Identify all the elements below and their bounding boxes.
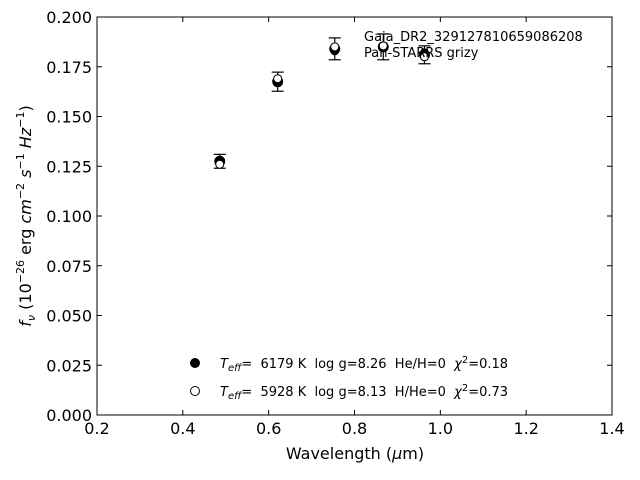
y-tick-label: 0.000 <box>46 406 92 425</box>
legend-2-symbol: T <box>220 385 229 400</box>
x-tick-label: 0.6 <box>256 419 281 438</box>
legend-marker-open <box>190 386 200 396</box>
legend-2-chi-value: =0.73 <box>468 385 508 400</box>
model-point-open <box>273 74 283 84</box>
legend-2-subscript: eff <box>228 391 243 402</box>
legend-1-text: = 6179 K log g=8.26 He/H=0 <box>241 357 454 372</box>
y-tick-label: 0.150 <box>46 108 92 127</box>
y-tick-label: 0.125 <box>46 157 92 176</box>
x-tick-label: 1.4 <box>599 419 624 438</box>
annotation-survey-name: Pan-STARRS grizy <box>364 46 479 61</box>
legend-2-chi: χ <box>453 385 463 400</box>
legend-1-chi-value: =0.18 <box>468 357 508 372</box>
legend-1-subscript: eff <box>228 363 243 374</box>
y-tick-label: 0.100 <box>46 207 92 226</box>
legend-1-symbol: T <box>220 357 229 372</box>
x-tick-label: 1.2 <box>513 419 538 438</box>
legend-2-text: = 5928 K log g=8.13 H/He=0 <box>241 385 454 400</box>
legend-1-chi: χ <box>453 357 463 372</box>
x-tick-label: 0.4 <box>170 419 195 438</box>
y-tick-label: 0.075 <box>46 257 92 276</box>
plot-frame <box>96 16 613 416</box>
y-axis-label: fν (10−26 erg cm−2 s−1 Hz−1) <box>14 105 38 326</box>
series-layer <box>215 41 429 169</box>
x-axis-label: Wavelength (μm) <box>286 444 424 463</box>
x-tick-label: 0.2 <box>84 419 109 438</box>
annotation-object-name: Gaia_DR2_329127810659086208 <box>364 30 583 45</box>
y-tick-label: 0.200 <box>46 8 92 27</box>
y-tick-label: 0.050 <box>46 307 92 326</box>
legend-2-chi-sup: 2 <box>462 383 468 394</box>
model-point-open <box>215 159 225 169</box>
y-tick-label: 0.175 <box>46 58 92 77</box>
legend-entry-2: Teff= 5928 K log g=8.13 H/He=0 χ2=0.73 <box>220 383 508 402</box>
legend-1-chi-sup: 2 <box>462 355 468 366</box>
x-tick-label: 1.0 <box>428 419 453 438</box>
x-tick-label: 0.8 <box>342 419 367 438</box>
model-point-open <box>419 52 429 62</box>
legend: Teff= 6179 K log g=8.26 He/H=0 χ2=0.18 T… <box>190 355 508 402</box>
model-point-open <box>378 41 388 51</box>
legend-marker-filled <box>190 358 200 368</box>
y-tick-label: 0.025 <box>46 356 92 375</box>
ticks-layer: 0.2 0.4 0.6 0.8 1.0 1.2 1.4 0.000 0.025 0.050 0.07… <box>46 8 625 438</box>
model-point-open <box>330 42 340 52</box>
legend-entry-1: Teff= 6179 K log g=8.26 He/H=0 χ2=0.18 <box>220 355 508 374</box>
